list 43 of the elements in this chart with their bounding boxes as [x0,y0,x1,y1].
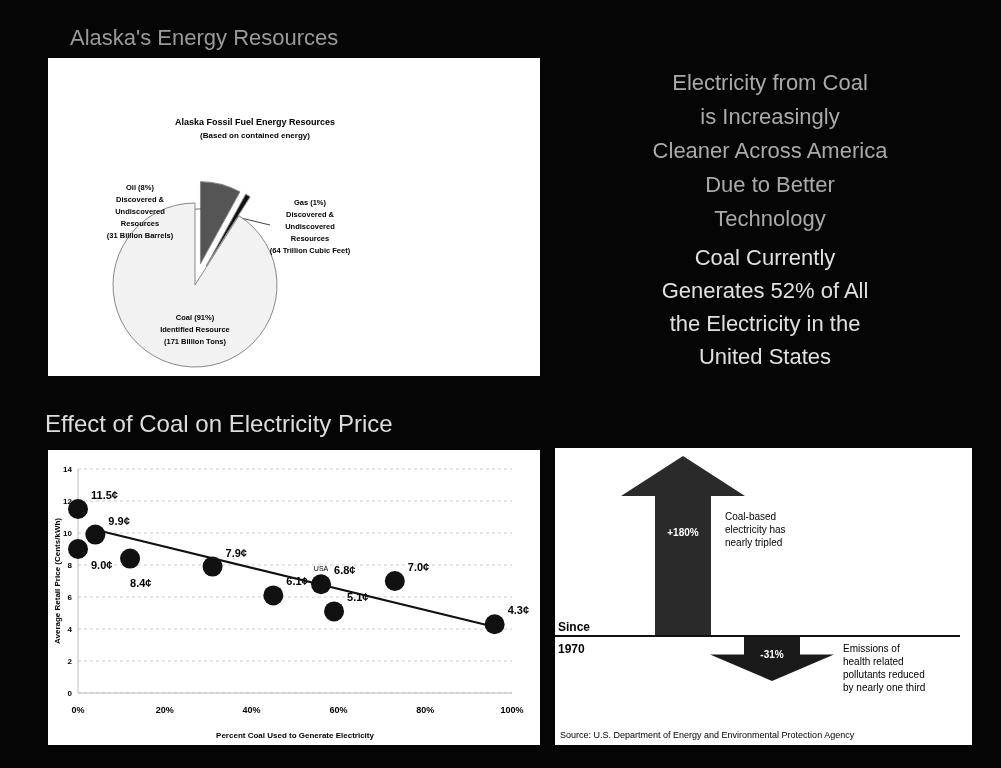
text: Emissions of health related pollutants reduced by nearly one third [843,643,926,693]
y-tick-label: 0 [67,689,73,698]
point [120,548,141,569]
chart-title: Effect of Coal on Electricity Price [45,410,393,437]
data-label: +180% [667,527,699,538]
point [384,571,405,591]
x-tick-label: 60% [329,705,348,715]
point [85,524,106,545]
point [202,556,223,577]
chart-subtitle: Alaska Fossil Fuel Energy Resources [174,117,336,127]
x-tick-label: 80% [416,705,435,715]
y-tick-label: 14 [63,465,73,474]
point [324,601,345,622]
x-tick-label: 0% [71,705,85,715]
text: Electricity from Coal is Increasingly Cleaner Across America Due to Better Technology [652,70,889,231]
x-tick-label: 20% [155,705,174,715]
data-label: 11.5¢ [91,489,118,501]
data-label: 9.9¢ [108,514,130,527]
text: Since 1970 [558,620,591,656]
x-tick-label: 40% [242,705,261,715]
point [263,585,284,606]
data-label: 7.9¢ [225,546,247,559]
y-tick-label: 6 [67,593,73,602]
y-tick-label: 12 [63,497,73,506]
y-axis-title: Average Retail Price (Cents/kWh) [53,517,62,644]
point [68,539,88,559]
chart-title: Alaska's Energy Resources [70,25,339,50]
data-label: 8.4¢ [130,576,152,589]
data-label: 9.0¢ [91,559,113,571]
source-note: Source: U.S. Department of Energy and Environmental Protection Agency [560,730,855,740]
y-tick-label: 8 [67,561,73,570]
y-tick-label: 4 [67,625,73,634]
x-tick-label: 100% [500,705,524,715]
text: Coal Currently Generates 52% of All the Electricity in the United States [661,245,869,369]
x-axis-title: Percent Coal Used to Generate Electricity [216,731,375,740]
data-label: 4.3¢ [507,604,530,617]
y-tick-label: 2 [67,657,73,666]
y-tick-label: 10 [63,529,73,538]
text: (Based on contained energy) [200,131,311,140]
data-label: 7.0¢ [407,561,430,573]
text: Coal-based electricity has nearly tripled [725,511,786,548]
data-label: -31% [760,649,784,660]
data-label: 6.8¢ [334,564,356,577]
